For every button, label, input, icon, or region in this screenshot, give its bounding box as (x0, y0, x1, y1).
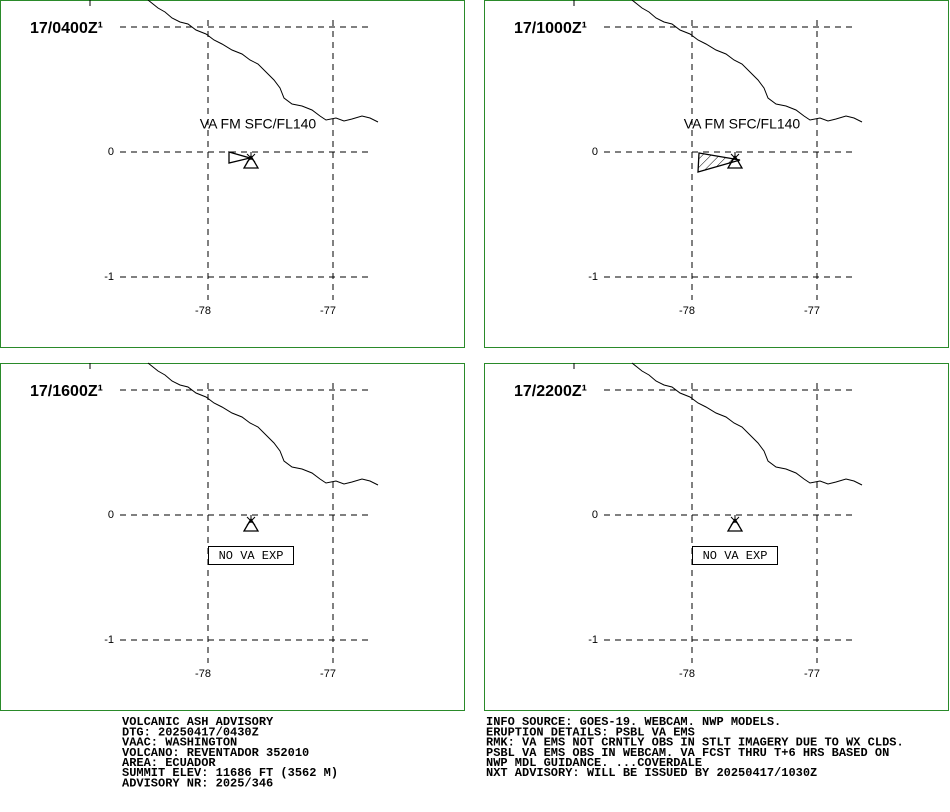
map-panel: 17/0400Z¹ 0 -1 -78 -77 VA FM SFC/FL140 (0, 0, 465, 348)
coastline (147, 362, 379, 486)
volcano-plume (730, 152, 740, 163)
panel-frame (484, 363, 949, 711)
lon-label: -77 (804, 668, 820, 680)
ash-area (228, 151, 253, 164)
lat-label: -1 (588, 634, 598, 646)
footer-line: VAAC: WASHINGTON (122, 736, 237, 750)
label-box (692, 546, 778, 565)
lon-label: -77 (320, 668, 336, 680)
ash-label: VA FM SFC/FL140 (684, 116, 801, 132)
footer-line: SUMMIT ELEV: 11686 FT (3562 M) (122, 766, 338, 780)
no-ash-label: NO VA EXP (703, 549, 768, 563)
footer-line: DTG: 20250417/0430Z (122, 725, 259, 739)
footer-line: RMK: VA EMS NOT CRNTLY OBS IN STLT IMAGE… (486, 736, 904, 750)
lat-label: -1 (104, 634, 114, 646)
volcano-plume (246, 152, 256, 163)
valid-time: 17/1600Z¹ (30, 383, 103, 400)
valid-time: 17/1000Z¹ (514, 20, 587, 37)
volcano-plume (246, 515, 256, 526)
valid-time: 17/0400Z¹ (30, 20, 103, 37)
footer-line: AREA: ECUADOR (122, 756, 216, 770)
map-panel: 17/1600Z¹ 0 -1 -78 -77 NO VA EXP (0, 362, 465, 711)
lat-label: 0 (592, 509, 598, 521)
lon-label: -78 (195, 305, 211, 317)
lon-label: -77 (320, 305, 336, 317)
valid-time: 17/2200Z¹ (514, 383, 587, 400)
lon-label: -78 (679, 305, 695, 317)
panel-frame (0, 0, 465, 348)
footer-line: VOLCANIC ASH ADVISORY (122, 715, 274, 729)
map-panel: 17/2200Z¹ 0 -1 -78 -77 NO VA EXP (484, 362, 949, 711)
footer-line: ERUPTION DETAILS: PSBL VA EMS (486, 725, 695, 739)
lat-label: -1 (104, 271, 114, 283)
footer-line: INFO SOURCE: GOES-19. WEBCAM. NWP MODELS… (486, 715, 781, 729)
label-box (208, 546, 294, 565)
lat-label: 0 (592, 146, 598, 158)
no-ash-label: NO VA EXP (219, 549, 284, 563)
map-panel: 17/1000Z¹ 0 -1 -78 -77 VA FM SFC/FL140 (484, 0, 949, 348)
footer-line: ADVISORY NR: 2025/346 (122, 776, 273, 790)
lat-label: -1 (588, 271, 598, 283)
footer-line: VOLCANO: REVENTADOR 352010 (122, 746, 309, 760)
lon-label: -78 (679, 668, 695, 680)
footer-line: NXT ADVISORY: WILL BE ISSUED BY 20250417… (486, 766, 817, 780)
panel-frame (484, 0, 949, 348)
lon-label: -78 (195, 668, 211, 680)
lat-label: 0 (108, 509, 114, 521)
ash-area (697, 152, 741, 173)
footer-line: PSBL VA EMS OBS IN WEBCAM. VA FCST THRU … (486, 746, 889, 760)
coastline (147, 0, 379, 123)
lon-label: -77 (804, 305, 820, 317)
footer-line: NWP MDL GUIDANCE. ...COVERDALE (486, 756, 702, 770)
panel-frame (0, 363, 465, 711)
coastline (631, 0, 863, 123)
ash-label: VA FM SFC/FL140 (200, 116, 317, 132)
volcano-plume (730, 515, 740, 526)
coastline (631, 362, 863, 486)
lat-label: 0 (108, 146, 114, 158)
